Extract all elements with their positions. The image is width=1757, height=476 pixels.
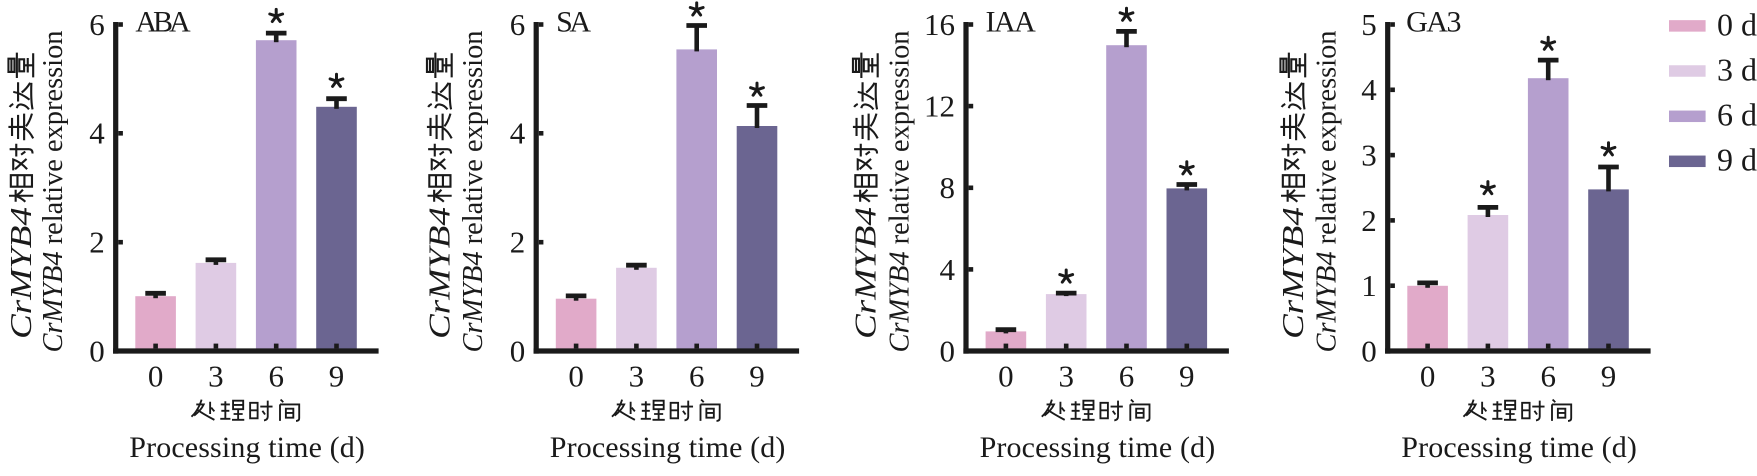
svg-text:3 d: 3 d [1717,51,1757,87]
svg-text:9: 9 [749,359,765,394]
svg-text:CrMYB4 relative expression: CrMYB4 relative expression [884,30,916,352]
svg-text:0: 0 [568,359,584,394]
svg-text:0 d: 0 d [1717,6,1757,42]
svg-text:3: 3 [1480,359,1496,394]
svg-text:6: 6 [510,7,526,42]
svg-text:16: 16 [924,7,955,42]
svg-text:4: 4 [1361,72,1377,107]
svg-text:6 d: 6 d [1717,97,1757,133]
svg-text:6: 6 [89,7,105,42]
svg-text:9 d: 9 d [1717,142,1757,178]
svg-text:0: 0 [1420,359,1436,394]
svg-text:6: 6 [1540,359,1556,394]
svg-text:2: 2 [89,225,105,260]
svg-text:4: 4 [89,116,105,151]
svg-text:4: 4 [510,116,526,151]
svg-text:IAA: IAA [986,6,1037,39]
svg-text:6: 6 [1119,359,1135,394]
svg-text:3: 3 [1058,359,1074,394]
svg-text:Processing time (d): Processing time (d) [129,431,365,464]
svg-text:0: 0 [1361,333,1377,368]
svg-text:0: 0 [89,333,105,368]
svg-text:0: 0 [510,333,526,368]
svg-text:0: 0 [998,359,1014,394]
svg-text:ABA: ABA [135,6,191,39]
svg-text:CrMYB4: CrMYB4 [3,207,38,339]
svg-text:4: 4 [940,252,956,287]
svg-text:2: 2 [510,225,526,260]
svg-text:CrMYB4: CrMYB4 [422,207,457,339]
svg-text:8: 8 [940,170,956,205]
svg-text:5: 5 [1361,7,1377,42]
svg-text:2: 2 [1361,203,1377,238]
svg-text:6: 6 [689,359,705,394]
svg-text:CrMYB4 relative expression: CrMYB4 relative expression [457,30,489,352]
svg-text:0: 0 [148,359,164,394]
svg-text:3: 3 [208,359,224,394]
svg-text:0: 0 [940,333,956,368]
svg-text:CrMYB4 relative expression: CrMYB4 relative expression [1311,30,1343,352]
svg-text:3: 3 [629,359,645,394]
svg-text:1: 1 [1361,268,1377,303]
svg-text:9: 9 [1601,359,1617,394]
svg-text:SA: SA [556,6,591,39]
svg-text:CrMYB4 relative expression: CrMYB4 relative expression [37,30,69,352]
svg-text:3: 3 [1361,138,1377,173]
svg-text:Processing time (d): Processing time (d) [980,431,1216,464]
svg-text:CrMYB4: CrMYB4 [848,207,883,339]
svg-text:12: 12 [924,89,955,124]
svg-text:6: 6 [268,359,284,394]
svg-text:9: 9 [329,359,345,394]
svg-text:9: 9 [1179,359,1195,394]
svg-text:GA3: GA3 [1406,6,1461,39]
svg-text:CrMYB4: CrMYB4 [1275,207,1310,339]
svg-text:Processing time (d): Processing time (d) [550,431,786,464]
svg-text:Processing time (d): Processing time (d) [1401,431,1637,464]
